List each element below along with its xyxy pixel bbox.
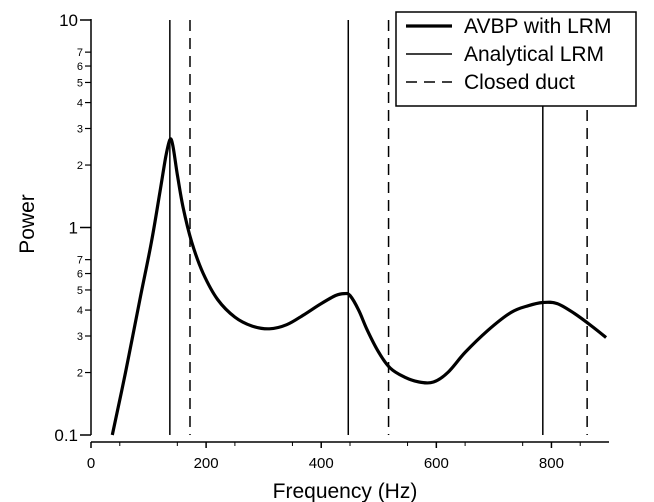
x-tick-label: 800 — [539, 455, 564, 472]
legend-box — [395, 11, 637, 107]
y-minor-tick-label: 6 — [77, 61, 83, 73]
legend-label-1: AVBP with LRM — [464, 15, 611, 38]
y-major-tick-label: 0.1 — [54, 426, 78, 445]
legend-label-3: Closed duct — [464, 71, 575, 94]
legend-label-2: Analytical LRM — [464, 43, 604, 66]
y-minor-tick-label: 4 — [77, 98, 83, 110]
y-minor-tick-label: 4 — [77, 305, 83, 317]
y-minor-tick-label: 2 — [77, 160, 83, 172]
axes: 0 200 400 600 800 0.1 1 10 2 3 4 5 6 7 2 3 4 5 6 7 — [54, 11, 609, 472]
y-minor-tick-label: 7 — [77, 47, 83, 59]
y-minor-tick-label: 5 — [77, 285, 83, 297]
y-minor-tick-label: 6 — [77, 269, 83, 281]
y-minor-tick-label: 2 — [77, 368, 83, 380]
x-tick-label: 0 — [87, 455, 95, 472]
y-major-tick-label: 1 — [69, 219, 78, 238]
legend: AVBP with LRM Analytical LRM Closed duct — [395, 11, 637, 107]
y-major-tick-label: 10 — [59, 11, 78, 30]
x-tick-label: 200 — [194, 455, 219, 472]
y-minor-tick-label: 7 — [77, 255, 83, 267]
y-minor-tick-label: 5 — [77, 77, 83, 89]
x-axis-title: Frequency (Hz) — [273, 480, 418, 502]
x-tick-label: 400 — [309, 455, 334, 472]
avbp-curve — [110, 137, 608, 436]
x-tick-label: 600 — [424, 455, 449, 472]
y-minor-tick-label: 3 — [77, 331, 83, 343]
y-minor-tick-label: 3 — [77, 123, 83, 135]
y-axis-title: Power — [16, 194, 39, 254]
